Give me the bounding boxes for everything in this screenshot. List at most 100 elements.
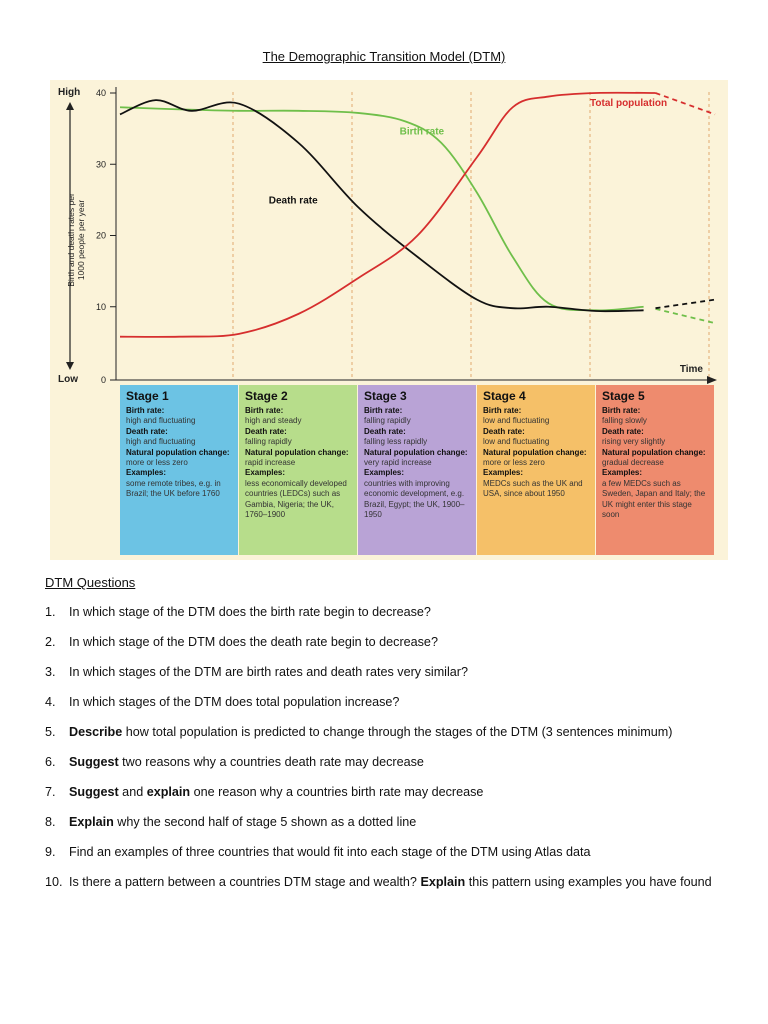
stage-panel: Stage 4 Birth rate: low and fluctuating Dea… [477, 385, 595, 555]
series-label: Death rate [269, 195, 318, 206]
question-item: 3. In which stages of the DTM are birth r… [45, 662, 735, 682]
birth-rate-value: falling slowly [602, 416, 647, 426]
birth-rate-label: Birth rate: [126, 406, 165, 415]
birth-rate-label: Birth rate: [245, 406, 284, 415]
series-line [119, 106, 644, 312]
question-number: 8. [45, 815, 56, 829]
y-axis-label-line2: 1000 people per year [76, 200, 86, 281]
question-item: 10. Is there a pattern between a countrie… [45, 872, 735, 892]
series-label: Total population [590, 98, 667, 109]
question-item: 2. In which stage of the DTM does the dea… [45, 632, 735, 652]
stage-panel: Stage 1 Birth rate: high and fluctuating De… [120, 385, 238, 555]
question-item: 6. Suggest two reasons why a countries de… [45, 752, 735, 772]
question-item: 9. Find an examples of three countries th… [45, 842, 735, 862]
natural-change-value: more or less zero [483, 458, 545, 468]
question-text: In which stages of the DTM does total po… [69, 695, 400, 709]
question-item: 4. In which stages of the DTM does total … [45, 692, 735, 712]
natural-change-value: gradual decrease [602, 458, 664, 468]
natural-change-label: Natural population change: [364, 447, 468, 457]
birth-rate-label: Birth rate: [364, 406, 403, 415]
question-text: Find an examples of three countries that… [69, 845, 591, 859]
x-axis-arrow [707, 376, 717, 384]
death-rate-label: Death rate: [364, 426, 406, 436]
question-number: 7. [45, 785, 56, 799]
stage-panel: Stage 2 Birth rate: high and steady Death r… [239, 385, 357, 555]
death-rate-label: Death rate: [245, 426, 287, 436]
question-keyword: explain [146, 785, 191, 799]
natural-change-label: Natural population change: [483, 447, 587, 457]
question-text: two reasons why a countries death rate m… [118, 755, 424, 769]
question-keyword: Describe [69, 725, 123, 739]
question-number: 1. [45, 605, 56, 619]
question-text: one reason why a countries birth rate ma… [190, 785, 484, 799]
stage-name: Stage 4 [483, 389, 526, 403]
x-axis-label: Time [680, 364, 704, 375]
series-dashed-line [655, 92, 716, 116]
natural-change-value: more or less zero [126, 458, 188, 468]
examples-label: Examples: [602, 468, 643, 478]
series-label: Birth rate [400, 126, 445, 137]
death-rate-value: falling less rapidly [364, 437, 428, 447]
examples-label: Examples: [245, 468, 286, 478]
question-keyword: Explain [420, 875, 466, 889]
series-dashed-line [655, 298, 716, 310]
question-text: this pattern using examples you have fou… [465, 875, 712, 889]
examples-label: Examples: [126, 468, 167, 478]
examples-value: countries with improving economic develo… [364, 478, 465, 520]
stage-name: Stage 3 [364, 389, 407, 403]
y-tick-label: 0 [101, 375, 106, 385]
natural-change-value: very rapid increase [364, 458, 432, 468]
series-line [119, 99, 644, 313]
question-keyword: Explain [69, 815, 114, 829]
question-number: 5. [45, 725, 56, 739]
death-rate-label: Death rate: [602, 426, 644, 436]
death-rate-label: Death rate: [483, 426, 525, 436]
y-range-arrow-down [66, 362, 74, 370]
death-rate-value: falling rapidly [245, 437, 292, 447]
question-number: 6. [45, 755, 56, 769]
examples-label: Examples: [483, 468, 524, 478]
birth-rate-value: falling rapidly [364, 416, 411, 426]
examples-value: a few MEDCs such as Sweden, Japan and It… [602, 478, 706, 520]
question-number: 3. [45, 665, 56, 679]
dtm-figure: 40 30 20 10 0 High Low Birth and death rates pe… [50, 80, 728, 560]
death-rate-label: Death rate: [126, 426, 168, 436]
question-number: 4. [45, 695, 56, 709]
death-rate-value: low and fluctuating [483, 437, 550, 447]
question-item: 5. Describe how total population is predi… [45, 722, 735, 742]
question-text: how total population is predicted to cha… [122, 725, 673, 739]
y-axis-label-line1: Birth and death rates per [66, 193, 76, 287]
document-title: The Demographic Transition Model (DTM) [262, 49, 506, 64]
birth-rate-value: high and fluctuating [126, 416, 196, 426]
question-text: In which stages of the DTM are birth rat… [69, 665, 468, 679]
question-number: 2. [45, 635, 56, 649]
stage-name: Stage 1 [126, 389, 169, 403]
question-keyword: Suggest [69, 755, 119, 769]
death-rate-value: rising very slightly [602, 437, 666, 447]
death-rate-value: high and fluctuating [126, 437, 196, 447]
examples-value: some remote tribes, e.g. in Brazil; the … [126, 478, 221, 499]
birth-rate-label: Birth rate: [602, 406, 641, 415]
questions-title: DTM Questions [45, 575, 136, 590]
y-tick-label: 40 [96, 88, 106, 98]
y-tick-label: 20 [96, 231, 106, 241]
question-text: and [118, 785, 147, 799]
y-tick-label: 30 [96, 159, 106, 169]
question-number: 9. [45, 845, 56, 859]
question-item: 1. In which stage of the DTM does the bir… [45, 602, 735, 622]
dtm-chart: 40 30 20 10 0 High Low Birth and death rates pe… [58, 87, 717, 385]
examples-label: Examples: [364, 468, 405, 478]
series-dashed-line [655, 308, 716, 325]
stage-panel: Stage 5 Birth rate: falling slowly Death ra… [596, 385, 714, 555]
y-tick-label: 10 [96, 302, 106, 312]
question-item: 7. Suggest and explain one reason why a c… [45, 782, 735, 802]
natural-change-label: Natural population change: [126, 447, 230, 457]
y-axis-label-group: Birth and death rates per 1000 people per… [66, 193, 86, 287]
y-low-label: Low [58, 374, 78, 385]
natural-change-value: rapid increase [245, 458, 296, 468]
question-item: 8. Explain why the second half of stage 5… [45, 812, 735, 832]
birth-rate-value: low and fluctuating [483, 416, 550, 426]
question-text: Is there a pattern between a countries D… [69, 875, 421, 889]
question-keyword: Suggest [69, 785, 119, 799]
examples-value: MEDCs such as the UK and USA, since abou… [483, 478, 583, 499]
